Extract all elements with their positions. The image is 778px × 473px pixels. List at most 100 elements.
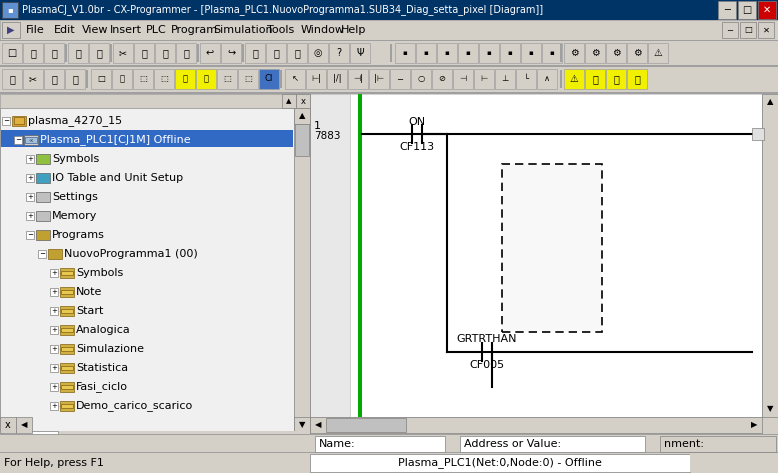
Text: 1: 1 <box>314 121 321 131</box>
Bar <box>24 135 38 145</box>
Text: PlasmaCJ_V1.0br - CX-Programmer - [Plasma_PLC1.NuovoProgramma1.SUB34_Diag_setta_: PlasmaCJ_V1.0br - CX-Programmer - [Plasm… <box>22 5 543 16</box>
Bar <box>112 69 132 89</box>
Text: +: + <box>27 175 33 181</box>
Text: View: View <box>82 25 108 35</box>
Bar <box>0 40 778 66</box>
Text: ⚠: ⚠ <box>569 74 578 84</box>
Bar <box>26 212 34 220</box>
Text: 💾: 💾 <box>51 48 57 58</box>
Bar <box>50 307 58 315</box>
Text: Edit: Edit <box>54 25 75 35</box>
Bar <box>390 69 410 89</box>
Text: 🔧: 🔧 <box>592 74 598 84</box>
Bar <box>61 404 73 408</box>
Bar <box>61 347 73 351</box>
Text: 📊: 📊 <box>204 75 209 84</box>
Text: Program: Program <box>171 25 218 35</box>
Text: ✂: ✂ <box>29 74 37 84</box>
Text: 🔍: 🔍 <box>252 48 258 58</box>
Bar <box>61 271 73 275</box>
Text: 🔍: 🔍 <box>9 74 15 84</box>
Bar <box>65 69 85 89</box>
Text: ▪: ▪ <box>424 50 429 56</box>
Text: ▼: ▼ <box>299 420 305 429</box>
Text: □: □ <box>97 75 105 84</box>
Bar <box>133 69 153 89</box>
Text: For Help, press F1: For Help, press F1 <box>4 458 104 468</box>
Bar <box>44 69 64 89</box>
Text: ▪: ▪ <box>465 50 471 56</box>
Bar <box>245 43 265 63</box>
Bar <box>50 383 58 391</box>
Bar <box>369 69 389 89</box>
Bar <box>585 43 605 63</box>
Text: Plasma_PLC1[CJ1M] Offline: Plasma_PLC1[CJ1M] Offline <box>40 134 191 146</box>
Text: ▶: ▶ <box>7 25 15 35</box>
Bar <box>60 344 74 354</box>
Bar <box>294 108 310 124</box>
Bar <box>329 43 349 63</box>
Text: 📋: 📋 <box>141 48 147 58</box>
Bar <box>521 43 541 63</box>
Text: |⊢: |⊢ <box>374 75 384 84</box>
Bar <box>110 44 112 62</box>
Text: ▪: ▪ <box>7 6 12 15</box>
Text: x: x <box>300 96 306 105</box>
Bar <box>560 44 562 62</box>
Bar <box>36 173 50 183</box>
Text: Simulazione: Simulazione <box>76 344 144 354</box>
Bar <box>266 43 286 63</box>
Bar <box>60 363 74 373</box>
Text: ▪: ▪ <box>486 50 492 56</box>
Bar <box>516 69 536 89</box>
Bar <box>68 43 88 63</box>
Bar <box>0 435 778 453</box>
Bar <box>502 164 602 332</box>
Text: Insert: Insert <box>110 25 142 35</box>
Text: ─: ─ <box>28 232 32 238</box>
Bar <box>495 69 515 89</box>
Bar <box>61 328 73 332</box>
Text: CF113: CF113 <box>399 142 435 152</box>
Text: CF005: CF005 <box>469 360 505 370</box>
Text: 🖨: 🖨 <box>96 48 102 58</box>
Text: 🔧: 🔧 <box>294 48 300 58</box>
Text: ⊥: ⊥ <box>501 75 509 84</box>
Bar <box>113 43 133 63</box>
Bar <box>479 43 499 63</box>
Text: Analogica: Analogica <box>76 325 131 335</box>
Bar <box>358 94 362 417</box>
Text: ↩: ↩ <box>206 48 214 58</box>
Bar <box>758 22 774 38</box>
Text: Note: Note <box>76 287 103 297</box>
Text: ⊢|: ⊢| <box>311 75 321 84</box>
Bar <box>310 417 762 433</box>
Text: 🔍: 🔍 <box>613 74 619 84</box>
Text: ⚠: ⚠ <box>654 48 662 58</box>
Text: Ψ: Ψ <box>356 48 364 58</box>
Bar <box>50 326 58 334</box>
Text: nment:: nment: <box>664 439 704 449</box>
Bar <box>2 2 18 18</box>
Text: ⚙: ⚙ <box>633 48 641 58</box>
Bar <box>738 1 756 19</box>
Bar <box>348 69 368 89</box>
Bar <box>294 108 310 433</box>
Bar <box>217 69 237 89</box>
Text: plasma_4270_15: plasma_4270_15 <box>28 115 122 126</box>
Bar <box>50 269 58 277</box>
Bar <box>60 306 74 316</box>
Bar <box>36 192 50 202</box>
Text: File: File <box>26 25 45 35</box>
Bar <box>627 69 647 89</box>
Bar <box>458 43 478 63</box>
Text: ▪: ▪ <box>444 50 450 56</box>
Text: ↖: ↖ <box>292 75 299 84</box>
Bar <box>89 43 109 63</box>
Bar <box>326 418 406 432</box>
Bar <box>648 43 668 63</box>
Text: ▲: ▲ <box>286 98 292 104</box>
Text: ↪: ↪ <box>227 48 235 58</box>
Bar <box>16 417 32 433</box>
Bar <box>14 136 22 144</box>
